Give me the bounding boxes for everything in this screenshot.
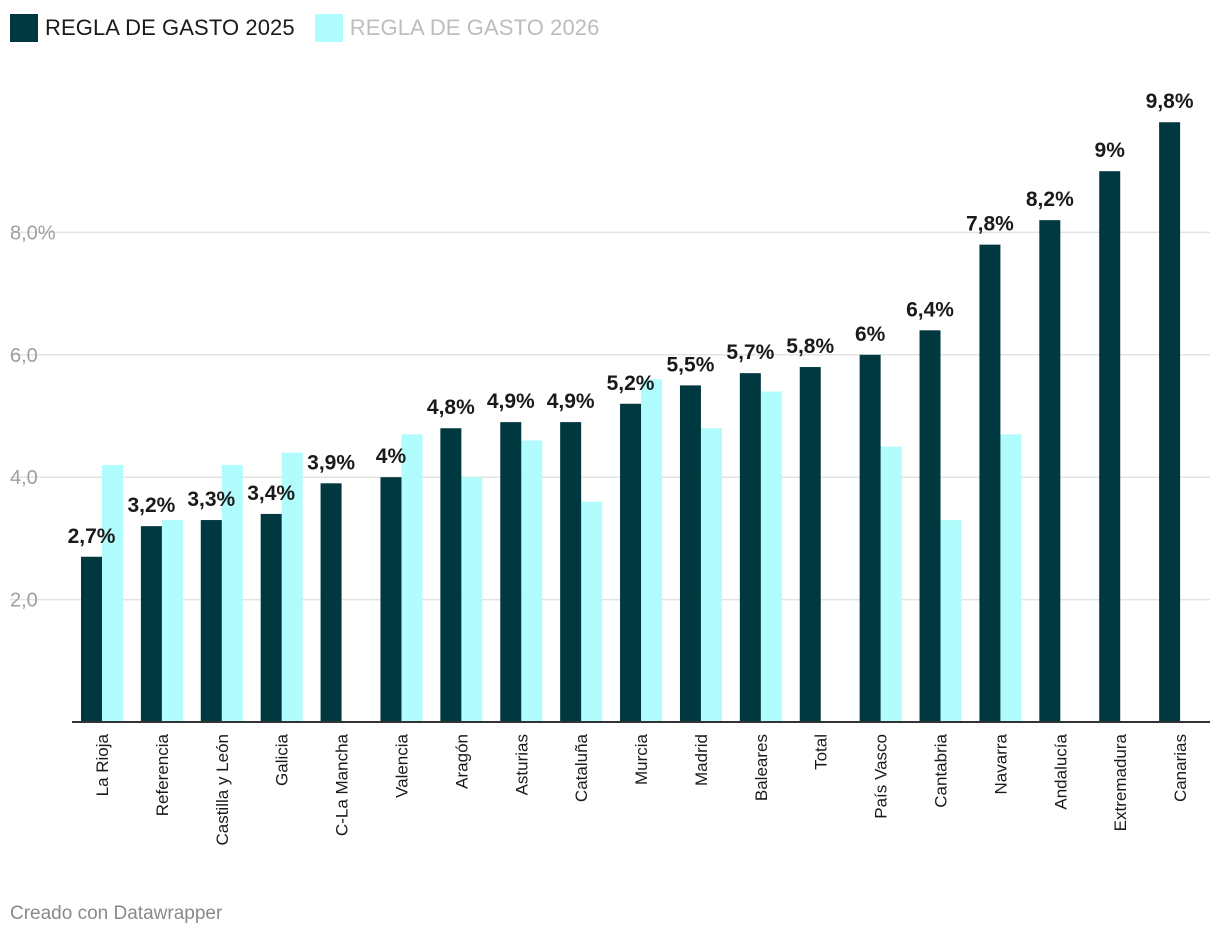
category-label-total: Total <box>812 734 831 770</box>
datawrapper-credit: Creado con Datawrapper <box>10 903 223 924</box>
category-label-aragon: Aragón <box>452 734 471 789</box>
data-label-asturias: 4,9% <box>487 390 535 413</box>
bar-2025-andalucia <box>1039 220 1061 722</box>
category-label-asturias: Asturias <box>512 734 531 795</box>
data-label-aragon: 4,8% <box>427 396 475 419</box>
category-label-andalucia: Andalucía <box>1051 733 1070 809</box>
y-tick-label: 8,0% <box>10 222 56 244</box>
data-label-pais-vasco: 6% <box>855 323 886 346</box>
bar-2026-murcia <box>641 379 663 722</box>
bar-2025-c-la-mancha <box>320 483 342 722</box>
data-label-c-la-mancha: 3,9% <box>307 451 355 474</box>
bar-2026-cataluna <box>581 501 603 722</box>
data-label-canarias: 9,8% <box>1146 90 1194 113</box>
category-label-madrid: Madrid <box>692 734 711 786</box>
category-label-cataluna: Cataluña <box>572 733 591 802</box>
bar-2025-cataluna <box>560 422 582 722</box>
data-label-andalucia: 8,2% <box>1026 188 1074 211</box>
bar-2025-madrid <box>679 385 701 722</box>
bar-2026-castilla-y-leon <box>221 464 243 722</box>
bar-2025-pais-vasco <box>859 354 881 722</box>
category-label-extremadura: Extremadura <box>1111 733 1130 831</box>
data-label-galicia: 3,4% <box>247 482 295 505</box>
bar-2026-referencia <box>161 520 183 722</box>
y-tick-label: 6,0 <box>10 345 38 367</box>
data-label-total: 5,8% <box>786 335 834 358</box>
bar-2025-murcia <box>620 403 642 722</box>
bar-2025-la-rioja <box>81 556 102 722</box>
category-label-murcia: Murcia <box>632 733 651 785</box>
category-label-referencia: Referencia <box>153 733 172 816</box>
bar-2025-cantabria <box>919 330 941 722</box>
bar-2026-asturias <box>521 440 543 722</box>
bar-2025-galicia <box>260 513 282 722</box>
bar-2025-castilla-y-leon <box>200 520 222 722</box>
data-label-baleares: 5,7% <box>726 341 774 364</box>
legend-label-2026: REGLA DE GASTO 2026 <box>349 15 600 40</box>
legend-item-2025: REGLA DE GASTO 2025 <box>10 14 295 42</box>
data-label-valencia: 4% <box>376 445 407 468</box>
category-label-c-la-mancha: C-La Mancha <box>333 733 352 836</box>
bar-2026-madrid <box>700 428 722 722</box>
bar-2025-total <box>799 367 821 722</box>
category-label-la-rioja: La Rioja <box>93 733 112 796</box>
legend-label-2025: REGLA DE GASTO 2025 <box>45 15 295 40</box>
bar-2025-extremadura <box>1099 171 1121 722</box>
category-label-canarias: Canarias <box>1171 734 1190 802</box>
bar-2025-asturias <box>500 422 522 722</box>
legend-swatch-2026 <box>314 14 343 42</box>
bar-2026-cantabria <box>940 520 962 722</box>
bar-2025-baleares <box>739 373 761 722</box>
category-label-baleares: Baleares <box>752 734 771 801</box>
bar-chart: 2,0 4,0 6,0 8,0% 2,7% La Rioja 3,2% Referencia 3… <box>10 90 1210 846</box>
category-label-cantabria: Cantabria <box>932 733 951 807</box>
data-label-cataluna: 4,9% <box>547 390 595 413</box>
category-label-navarra: Navarra <box>991 733 1010 794</box>
data-label-extremadura: 9% <box>1095 139 1126 162</box>
bar-2025-canarias <box>1159 122 1181 723</box>
data-label-navarra: 7,8% <box>966 213 1014 236</box>
data-label-cantabria: 6,4% <box>906 298 954 321</box>
bar-2025-navarra <box>979 244 1001 722</box>
bar-2026-baleares <box>760 391 782 722</box>
data-label-madrid: 5,5% <box>667 353 715 376</box>
bar-2025-valencia <box>380 477 402 722</box>
bar-2026-pais-vasco <box>880 446 902 722</box>
data-label-murcia: 5,2% <box>607 372 655 395</box>
bar-2025-aragon <box>440 428 462 722</box>
legend-swatch-2025 <box>10 14 38 42</box>
y-tick-label: 4,0 <box>10 467 38 489</box>
category-label-pais-vasco: País Vasco <box>872 734 891 819</box>
bar-2026-aragon <box>461 477 483 722</box>
legend-item-2026: REGLA DE GASTO 2026 <box>314 14 600 42</box>
bar-2026-galicia <box>281 452 303 722</box>
category-label-galicia: Galicia <box>273 733 292 786</box>
data-label-la-rioja: 2,7% <box>68 525 116 548</box>
bar-2025-referencia <box>140 526 162 722</box>
bar-2026-navarra <box>1000 434 1022 722</box>
data-label-castilla-y-leon: 3,3% <box>187 488 235 511</box>
category-label-valencia: Valencia <box>392 733 411 797</box>
bar-2026-la-rioja <box>102 464 123 722</box>
data-label-referencia: 3,2% <box>127 494 175 517</box>
bar-2026-valencia <box>401 434 423 722</box>
chart-legend: REGLA DE GASTO 2025 REGLA DE GASTO 2026 <box>10 13 619 43</box>
category-label-castilla-y-leon: Castilla y León <box>213 734 232 846</box>
y-tick-label: 2,0 <box>10 590 38 612</box>
